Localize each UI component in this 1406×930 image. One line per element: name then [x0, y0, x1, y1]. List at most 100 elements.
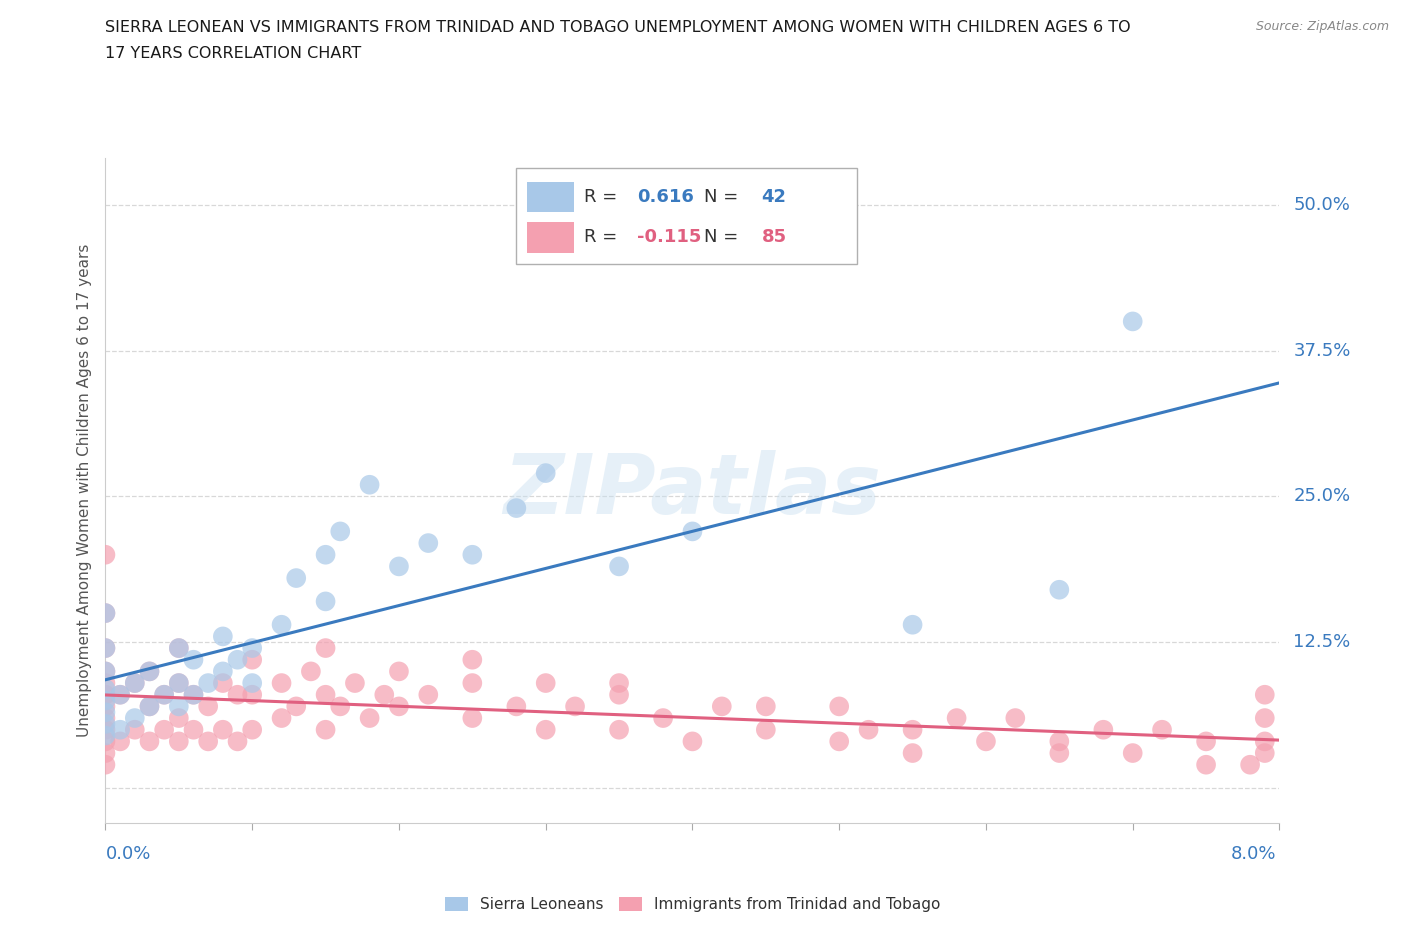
- Point: [1254, 711, 1277, 725]
- Point: [183, 687, 205, 702]
- Point: [285, 699, 308, 714]
- Text: 25.0%: 25.0%: [1294, 487, 1351, 505]
- Point: [153, 687, 176, 702]
- Point: [211, 675, 233, 690]
- Point: [167, 675, 190, 690]
- Point: [124, 711, 146, 725]
- Point: [315, 687, 337, 702]
- Point: [197, 734, 219, 749]
- Point: [94, 682, 117, 697]
- Point: [211, 629, 233, 644]
- Point: [108, 687, 131, 702]
- Point: [226, 687, 249, 702]
- Point: [1047, 746, 1070, 761]
- Text: R =: R =: [585, 188, 623, 206]
- Point: [108, 723, 131, 737]
- Text: SIERRA LEONEAN VS IMMIGRANTS FROM TRINIDAD AND TOBAGO UNEMPLOYMENT AMONG WOMEN W: SIERRA LEONEAN VS IMMIGRANTS FROM TRINID…: [105, 20, 1130, 35]
- Point: [534, 466, 557, 481]
- FancyBboxPatch shape: [516, 168, 856, 264]
- Point: [167, 675, 190, 690]
- FancyBboxPatch shape: [527, 222, 574, 253]
- Point: [359, 477, 381, 492]
- Point: [153, 687, 176, 702]
- Point: [138, 699, 160, 714]
- Point: [94, 693, 117, 708]
- Point: [1122, 314, 1144, 329]
- Point: [652, 711, 675, 725]
- Point: [183, 652, 205, 667]
- Point: [270, 711, 292, 725]
- Point: [1239, 757, 1261, 772]
- Point: [534, 675, 557, 690]
- Point: [124, 723, 146, 737]
- Point: [1092, 723, 1115, 737]
- Point: [240, 675, 263, 690]
- Point: [710, 699, 733, 714]
- Point: [94, 605, 117, 620]
- Point: [681, 734, 703, 749]
- Point: [901, 746, 924, 761]
- Y-axis label: Unemployment Among Women with Children Ages 6 to 17 years: Unemployment Among Women with Children A…: [77, 244, 93, 737]
- Legend: Sierra Leoneans, Immigrants from Trinidad and Tobago: Sierra Leoneans, Immigrants from Trinida…: [439, 891, 946, 919]
- Point: [183, 723, 205, 737]
- Point: [607, 559, 630, 574]
- Point: [828, 699, 851, 714]
- Point: [94, 699, 117, 714]
- Point: [94, 716, 117, 731]
- Point: [108, 734, 131, 749]
- Point: [755, 699, 778, 714]
- Point: [226, 734, 249, 749]
- Point: [197, 699, 219, 714]
- Point: [240, 652, 263, 667]
- Point: [138, 664, 160, 679]
- Point: [1254, 687, 1277, 702]
- Point: [388, 664, 411, 679]
- Point: [858, 723, 880, 737]
- Text: N =: N =: [703, 188, 744, 206]
- Text: 50.0%: 50.0%: [1294, 195, 1350, 214]
- Text: 37.5%: 37.5%: [1294, 341, 1351, 360]
- Point: [138, 734, 160, 749]
- Point: [1195, 734, 1218, 749]
- Point: [167, 711, 190, 725]
- Text: 0.0%: 0.0%: [105, 844, 150, 863]
- Point: [461, 711, 484, 725]
- Point: [1150, 723, 1173, 737]
- Point: [1122, 746, 1144, 761]
- Text: 0.616: 0.616: [637, 188, 695, 206]
- Point: [607, 687, 630, 702]
- Point: [388, 559, 411, 574]
- Point: [1004, 711, 1026, 725]
- Text: 17 YEARS CORRELATION CHART: 17 YEARS CORRELATION CHART: [105, 46, 361, 61]
- Point: [461, 652, 484, 667]
- Point: [461, 675, 484, 690]
- Point: [94, 675, 117, 690]
- Point: [167, 641, 190, 656]
- Point: [329, 699, 352, 714]
- Point: [534, 723, 557, 737]
- Point: [343, 675, 366, 690]
- Point: [270, 618, 292, 632]
- Point: [299, 664, 322, 679]
- Point: [108, 687, 131, 702]
- Point: [974, 734, 997, 749]
- Text: N =: N =: [703, 229, 744, 246]
- Point: [94, 664, 117, 679]
- Point: [505, 500, 527, 515]
- Point: [183, 687, 205, 702]
- Point: [418, 536, 440, 551]
- Text: 85: 85: [762, 229, 786, 246]
- Text: 8.0%: 8.0%: [1232, 844, 1277, 863]
- Point: [94, 605, 117, 620]
- Point: [153, 723, 176, 737]
- Point: [211, 664, 233, 679]
- Point: [388, 699, 411, 714]
- Point: [124, 675, 146, 690]
- Point: [270, 675, 292, 690]
- Point: [94, 734, 117, 749]
- Point: [564, 699, 586, 714]
- Point: [607, 723, 630, 737]
- Point: [124, 675, 146, 690]
- Point: [315, 723, 337, 737]
- Text: -0.115: -0.115: [637, 229, 702, 246]
